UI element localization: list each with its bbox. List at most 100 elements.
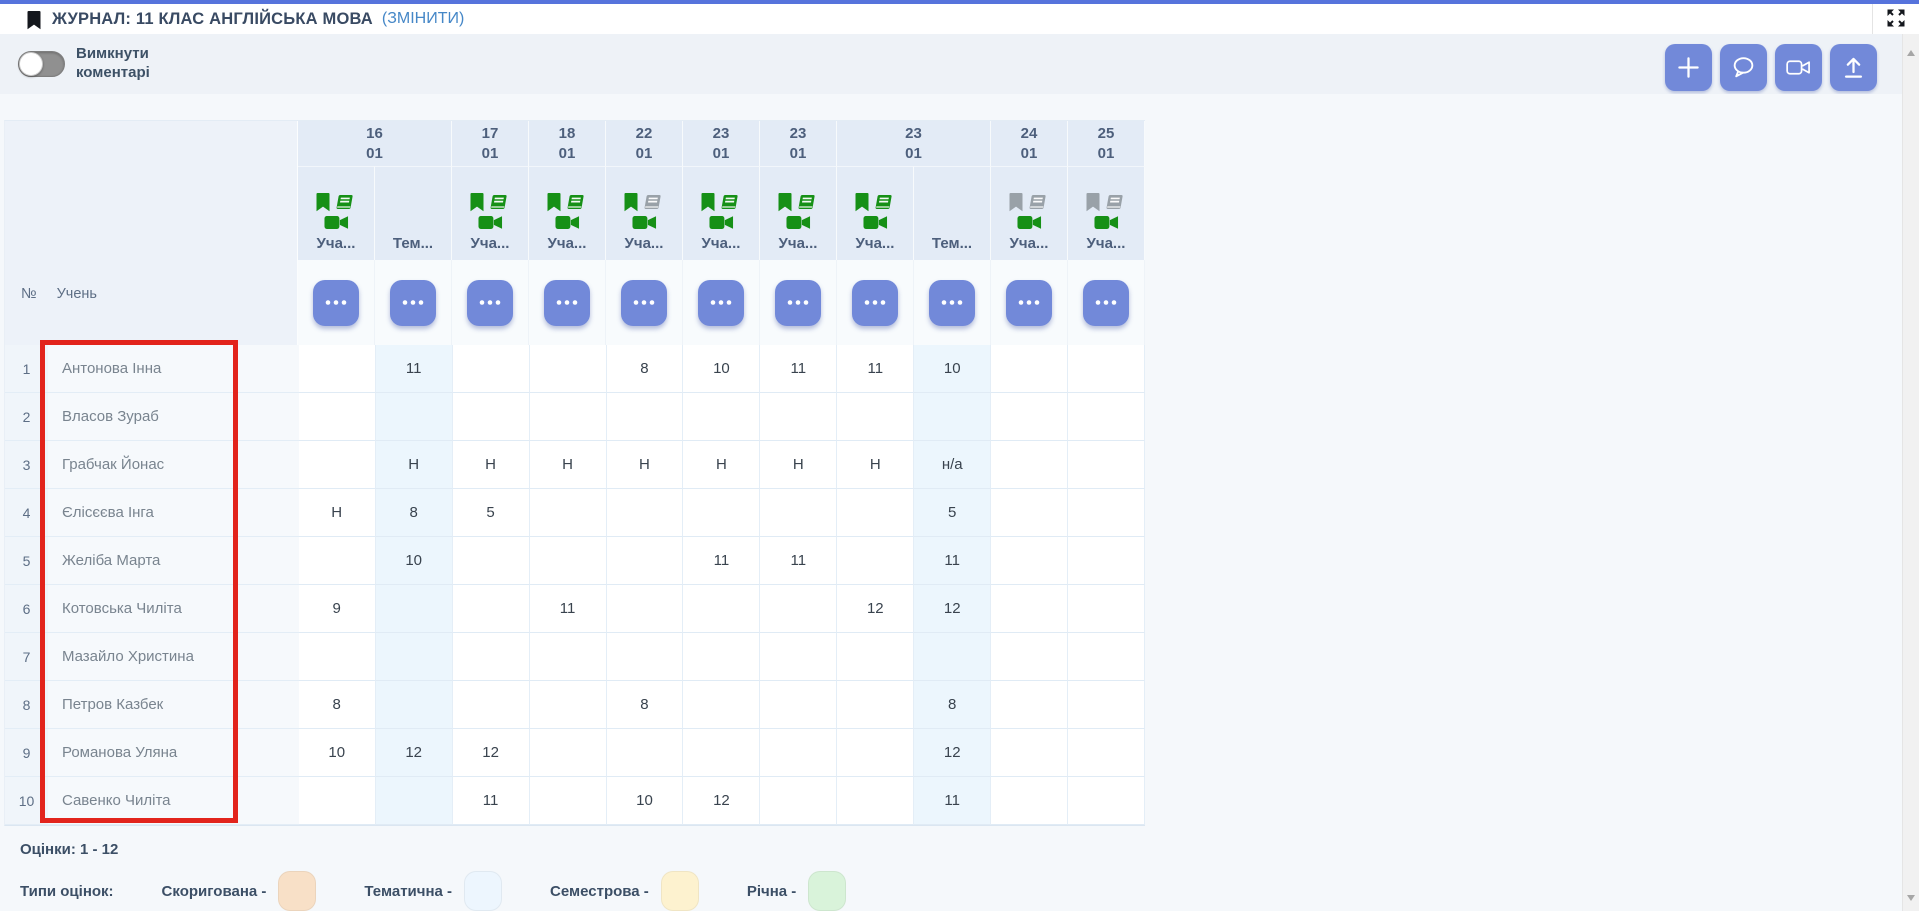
grade-cell[interactable] xyxy=(991,633,1069,681)
grade-cell[interactable] xyxy=(683,489,761,537)
column-menu-button[interactable] xyxy=(929,279,975,326)
grade-cell[interactable]: 5 xyxy=(452,489,530,537)
grade-cell[interactable] xyxy=(1068,729,1146,777)
grade-cell[interactable] xyxy=(760,633,838,681)
column-header[interactable]: Тем... xyxy=(375,166,452,260)
grade-cell[interactable] xyxy=(606,585,684,633)
grade-cell[interactable] xyxy=(991,393,1069,441)
grade-cell[interactable] xyxy=(529,489,607,537)
grade-cell[interactable]: 12 xyxy=(375,729,453,777)
add-button[interactable] xyxy=(1665,44,1712,91)
grade-cell[interactable]: н/а xyxy=(914,441,992,489)
grade-cell[interactable] xyxy=(1068,585,1146,633)
grade-cell[interactable] xyxy=(298,633,376,681)
grade-cell[interactable]: 10 xyxy=(375,537,453,585)
grade-cell[interactable] xyxy=(914,393,992,441)
grade-cell[interactable]: Н xyxy=(529,441,607,489)
grade-cell[interactable]: 11 xyxy=(375,345,453,393)
grade-cell[interactable]: 12 xyxy=(452,729,530,777)
grade-cell[interactable]: 11 xyxy=(760,345,838,393)
grade-cell[interactable] xyxy=(375,633,453,681)
edit-link[interactable]: (ЗМІНИТИ) xyxy=(381,10,465,27)
grade-cell[interactable] xyxy=(1068,345,1146,393)
grade-cell[interactable] xyxy=(760,777,838,825)
grade-cell[interactable] xyxy=(375,585,453,633)
date-header[interactable]: 25 01 xyxy=(1068,121,1145,166)
grade-cell[interactable]: 8 xyxy=(914,681,992,729)
grade-cell[interactable] xyxy=(529,633,607,681)
column-header[interactable]: Уча... xyxy=(683,166,760,260)
grade-cell[interactable] xyxy=(991,441,1069,489)
grade-cell[interactable]: 8 xyxy=(606,681,684,729)
grade-cell[interactable] xyxy=(914,633,992,681)
date-header[interactable]: 18 01 xyxy=(529,121,606,166)
video-call-button[interactable] xyxy=(1775,44,1822,91)
grade-cell[interactable] xyxy=(1068,681,1146,729)
column-header[interactable]: Тем... xyxy=(914,166,991,260)
column-header[interactable]: Уча... xyxy=(1068,166,1145,260)
column-header[interactable]: Уча... xyxy=(760,166,837,260)
grade-cell[interactable]: 11 xyxy=(837,345,915,393)
grade-cell[interactable] xyxy=(1068,537,1146,585)
grade-cell[interactable]: Н xyxy=(837,441,915,489)
grade-cell[interactable]: Н xyxy=(452,441,530,489)
grade-cell[interactable] xyxy=(606,537,684,585)
grade-cell[interactable]: 10 xyxy=(914,345,992,393)
grade-cell[interactable]: 5 xyxy=(914,489,992,537)
grade-cell[interactable] xyxy=(760,729,838,777)
grade-cell[interactable]: 10 xyxy=(683,345,761,393)
grade-cell[interactable] xyxy=(529,393,607,441)
grade-cell[interactable] xyxy=(991,585,1069,633)
grade-cell[interactable] xyxy=(452,681,530,729)
grade-cell[interactable] xyxy=(1068,441,1146,489)
grade-cell[interactable]: 10 xyxy=(298,729,376,777)
grade-cell[interactable] xyxy=(529,729,607,777)
grade-cell[interactable]: 11 xyxy=(529,585,607,633)
comments-button[interactable] xyxy=(1720,44,1767,91)
grade-cell[interactable] xyxy=(452,345,530,393)
date-header[interactable]: 22 01 xyxy=(606,121,683,166)
grade-cell[interactable] xyxy=(991,537,1069,585)
grade-cell[interactable]: 11 xyxy=(760,537,838,585)
grade-cell[interactable]: Н xyxy=(606,441,684,489)
grade-cell[interactable]: 8 xyxy=(375,489,453,537)
grade-cell[interactable] xyxy=(837,537,915,585)
grade-cell[interactable] xyxy=(991,777,1069,825)
date-header[interactable]: 23 01 xyxy=(760,121,837,166)
grade-cell[interactable]: 11 xyxy=(914,777,992,825)
grade-cell[interactable]: Н xyxy=(298,489,376,537)
expand-arrows-icon[interactable] xyxy=(1885,7,1907,29)
grade-cell[interactable] xyxy=(683,729,761,777)
grade-cell[interactable]: 8 xyxy=(606,345,684,393)
grade-cell[interactable] xyxy=(760,681,838,729)
grade-cell[interactable] xyxy=(298,345,376,393)
grade-cell[interactable] xyxy=(991,681,1069,729)
grade-cell[interactable]: 12 xyxy=(914,585,992,633)
grade-cell[interactable]: 12 xyxy=(683,777,761,825)
grade-cell[interactable] xyxy=(991,729,1069,777)
grade-cell[interactable] xyxy=(606,633,684,681)
grade-cell[interactable] xyxy=(375,393,453,441)
grade-cell[interactable]: 11 xyxy=(683,537,761,585)
grade-cell[interactable] xyxy=(683,393,761,441)
grade-cell[interactable] xyxy=(452,393,530,441)
grade-cell[interactable] xyxy=(837,633,915,681)
grade-cell[interactable]: 9 xyxy=(298,585,376,633)
column-menu-button[interactable] xyxy=(1083,279,1129,326)
column-menu-button[interactable] xyxy=(621,279,667,326)
grade-cell[interactable] xyxy=(298,537,376,585)
date-header[interactable]: 24 01 xyxy=(991,121,1068,166)
grade-cell[interactable]: 8 xyxy=(298,681,376,729)
grade-cell[interactable] xyxy=(991,489,1069,537)
column-menu-button[interactable] xyxy=(313,279,359,326)
grade-cell[interactable] xyxy=(606,393,684,441)
column-menu-button[interactable] xyxy=(467,279,513,326)
grade-cell[interactable] xyxy=(529,537,607,585)
column-menu-button[interactable] xyxy=(698,279,744,326)
grade-cell[interactable]: 11 xyxy=(914,537,992,585)
upload-button[interactable] xyxy=(1830,44,1877,91)
column-menu-button[interactable] xyxy=(852,279,898,326)
grade-cell[interactable] xyxy=(529,777,607,825)
grade-cell[interactable] xyxy=(529,345,607,393)
grade-cell[interactable]: 12 xyxy=(914,729,992,777)
